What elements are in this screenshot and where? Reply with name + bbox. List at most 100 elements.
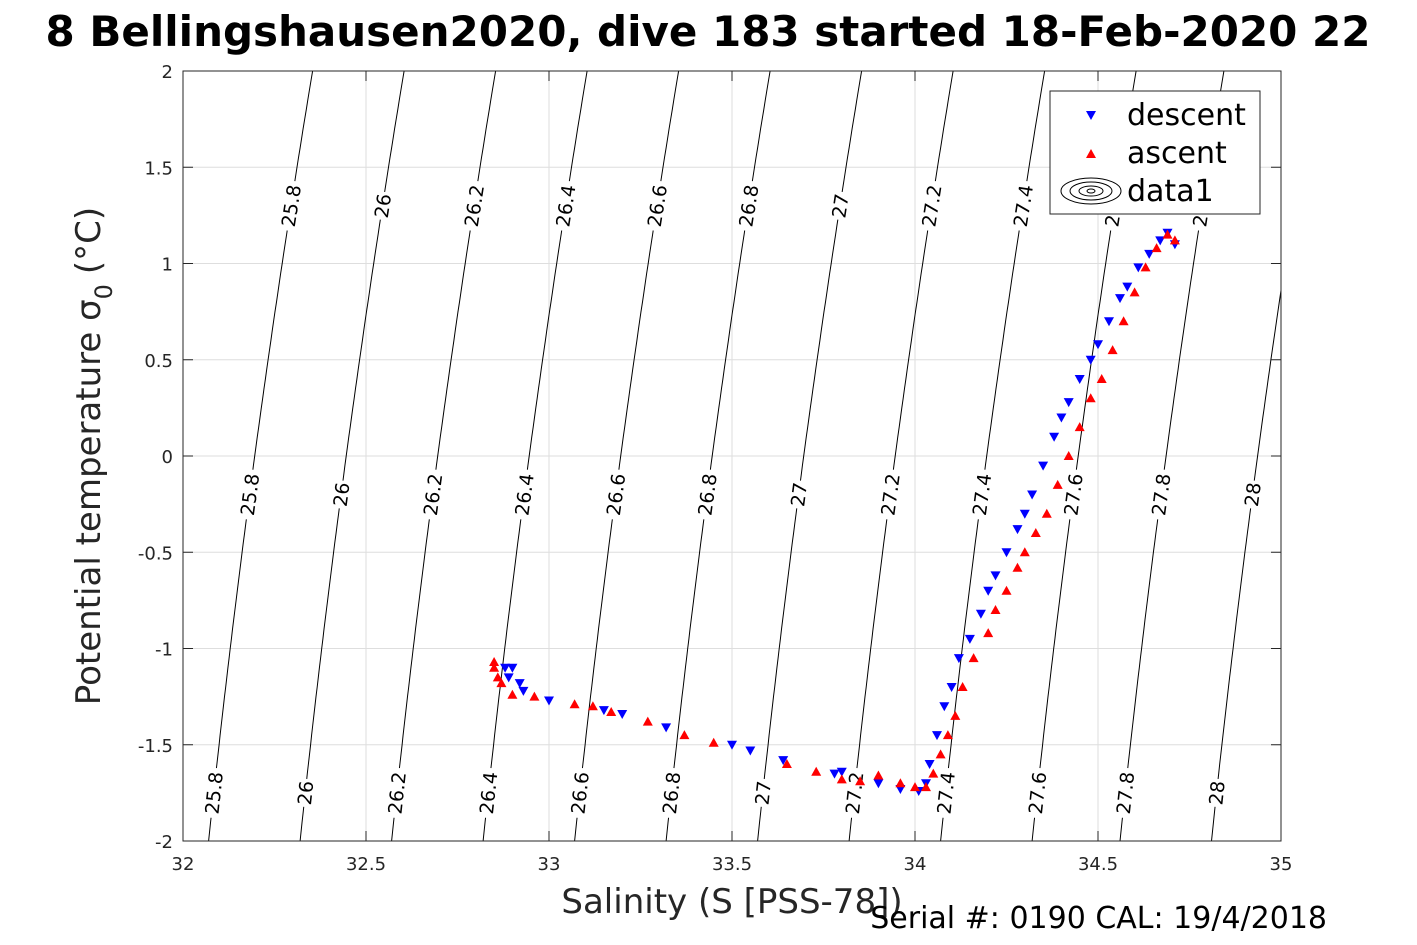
descent-point <box>1144 249 1155 259</box>
descent-point <box>983 586 994 596</box>
ascent-point <box>507 689 518 699</box>
ascent-point <box>968 653 979 663</box>
contour-label-text: 26.6 <box>567 771 593 815</box>
y-tick-label: -1 <box>155 640 173 661</box>
ascent-point <box>642 716 653 726</box>
y-axis-label-main: Potential temperature σ <box>69 299 109 705</box>
ascent-point <box>1107 345 1118 355</box>
descent-point <box>1019 509 1030 519</box>
ascent-point <box>1030 528 1041 537</box>
ascent-point <box>836 774 847 784</box>
descent-point <box>1056 413 1067 423</box>
descent-point <box>1104 317 1114 327</box>
contour-label: 28 <box>1240 479 1266 510</box>
ascent-point <box>921 782 931 792</box>
x-tick-label: 33.5 <box>712 854 752 875</box>
contour-label-text: 26.8 <box>659 771 685 815</box>
x-tick-label: 32.5 <box>346 854 386 875</box>
contour-label-bg <box>510 468 538 521</box>
descent-point <box>503 673 514 683</box>
ascent-point <box>569 699 580 709</box>
y-tick-label: 0 <box>162 447 173 468</box>
contour-label-bg <box>658 766 684 819</box>
contour-label: 26.4 <box>475 766 502 819</box>
descent-point <box>1115 294 1125 304</box>
contour-label: 27.8 <box>1112 766 1139 819</box>
contour-label-text: 26 <box>371 192 396 219</box>
contour-label-bg <box>277 179 305 233</box>
ascent-point <box>935 749 946 759</box>
ascent-point <box>1001 585 1012 595</box>
contour-label-bg <box>370 190 395 222</box>
descent-point <box>1074 375 1085 384</box>
y-axis-label: Potential temperature σ0 (°C) <box>69 207 118 705</box>
descent-point <box>990 571 1001 581</box>
descent-point <box>1038 461 1049 471</box>
contour-label: 27.4 <box>1009 179 1038 233</box>
contour-label-bg <box>551 179 580 233</box>
contour-label: 26.6 <box>643 179 672 233</box>
descent-point <box>1001 548 1012 558</box>
descent-point <box>873 779 884 789</box>
descent-point <box>1122 282 1133 292</box>
contour-line <box>1210 286 1281 841</box>
contour-label-bg <box>786 479 811 510</box>
legend: descent ascent data1 <box>1049 90 1261 215</box>
descent-point <box>518 686 529 696</box>
ascent-point <box>855 776 866 786</box>
ascent-point <box>1052 479 1063 489</box>
contour-ellipses-icon <box>1060 177 1122 205</box>
ascent-point <box>708 737 719 747</box>
ascent-point <box>1041 508 1052 518</box>
ascent-point <box>1169 235 1180 245</box>
descent-point <box>778 756 789 766</box>
contour-label: 27 <box>827 190 854 222</box>
descent-point <box>836 767 847 777</box>
contour-label-bg <box>293 777 317 808</box>
contour-label-text: 27 <box>787 481 812 508</box>
contour-label: 26.8 <box>658 766 685 819</box>
contour-label-bg <box>1147 468 1175 521</box>
descent-point <box>946 683 957 692</box>
contour-label-bg <box>419 468 446 521</box>
contour-label-bg <box>1024 766 1050 819</box>
y-tick-label: -2 <box>155 832 173 853</box>
contour-label-bg <box>1205 777 1229 808</box>
ascent-point <box>811 766 822 776</box>
contour-label: 27 <box>751 777 776 808</box>
descent-point <box>500 663 511 673</box>
ascent-point <box>489 657 500 666</box>
contour-label: 26.8 <box>693 468 722 521</box>
contour-label: 27.4 <box>933 766 960 819</box>
ascent-point <box>873 770 884 780</box>
ascent-point <box>1085 393 1096 403</box>
descent-point <box>964 634 975 644</box>
y-tick-label: 1.5 <box>144 158 173 179</box>
contour-label-bg <box>602 468 629 521</box>
x-axis-label: Salinity (S [PSS-78]) <box>561 882 902 922</box>
contour-label-text: 27.2 <box>842 771 868 815</box>
contour-label: 26.6 <box>567 766 594 819</box>
ascent-point <box>1129 287 1140 297</box>
ascent-point <box>928 768 939 778</box>
descent-point <box>1012 525 1023 535</box>
contour-label-text: 26.2 <box>384 771 410 815</box>
serial-cal-footer: Serial #: 0190 CAL: 19/4/2018 <box>870 901 1327 936</box>
ascent-point <box>1162 229 1173 239</box>
blue-triangle-down-icon <box>1086 111 1096 120</box>
x-tick-label: 35 <box>1270 854 1293 875</box>
contour-label-text: 28 <box>1241 481 1266 508</box>
y-tick-label: 2 <box>162 62 173 83</box>
contour-label-bg <box>384 766 410 819</box>
descent-point <box>544 696 554 706</box>
y-tick-label: 0.5 <box>144 351 173 372</box>
ascent-point <box>489 662 500 672</box>
contour-label-text: 27.6 <box>1025 771 1051 815</box>
ascent-point <box>983 628 994 638</box>
ascent-point <box>1019 547 1030 557</box>
series-ascent <box>489 229 1180 792</box>
legend-label-ascent: ascent <box>1127 136 1227 171</box>
descent-point <box>514 679 525 689</box>
contour-label-text: 26.4 <box>476 771 502 815</box>
